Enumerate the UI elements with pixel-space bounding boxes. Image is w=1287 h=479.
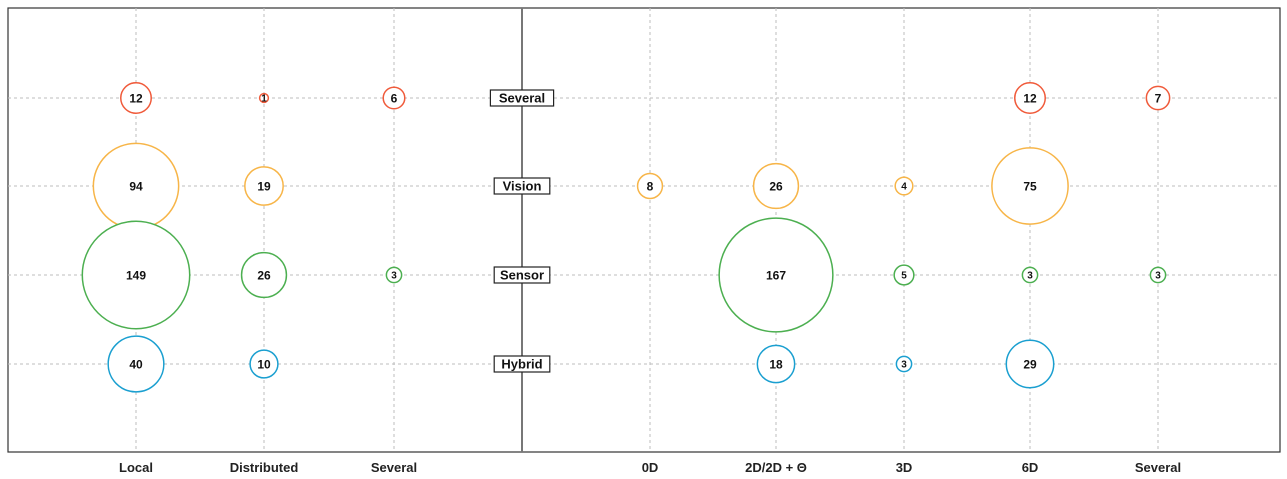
left-bubble-several-local: 12 <box>120 82 152 114</box>
row-label-box <box>489 89 555 107</box>
right-bubble-hybrid-6d: 29 <box>1005 339 1055 389</box>
left-bubble-several-distributed: 1 <box>258 92 270 105</box>
bubble-value-label: 149 <box>126 268 146 282</box>
bubble-circle <box>107 335 165 393</box>
bubble-circle <box>249 349 279 379</box>
bubble-circle <box>240 251 288 299</box>
bubble-circle <box>382 86 406 110</box>
bubble-value-label: 94 <box>129 179 143 193</box>
right-bubble-several-several: 7 <box>1145 85 1171 111</box>
right-bubble-sensor-3d: 5 <box>893 264 915 286</box>
bubble-value-label: 3 <box>901 360 907 371</box>
row-label-box <box>493 355 551 373</box>
bubble-value-label: 12 <box>129 91 143 105</box>
bubble-circle <box>244 166 284 206</box>
row-label-box <box>493 266 551 284</box>
bubble-circle <box>1005 339 1055 389</box>
bubble-value-label: 3 <box>1155 271 1161 282</box>
right-tick-label-3d: 3D <box>896 460 913 475</box>
bubble-circle <box>1014 82 1046 114</box>
row-label-box <box>493 177 551 195</box>
bubble-circle <box>752 162 800 210</box>
bubble-circle <box>894 176 914 196</box>
row-label-several: Several <box>489 89 555 107</box>
bubble-value-label: 26 <box>257 268 271 282</box>
bubble-value-label: 10 <box>257 357 271 371</box>
right-bubble-sensor-2d-2d: 167 <box>718 217 834 333</box>
bubble-value-label: 7 <box>1155 91 1162 105</box>
bubble-circle <box>895 355 913 373</box>
bubble-value-label: 1 <box>261 94 267 105</box>
bubble-circle <box>1145 85 1171 111</box>
bubble-circle <box>385 266 403 284</box>
left-bubble-vision-local: 94 <box>92 142 180 230</box>
bubble-value-label: 3 <box>391 271 397 282</box>
bubble-value-label: 75 <box>1023 179 1037 193</box>
bubble-circle <box>258 92 270 104</box>
bubble-circle <box>81 220 191 330</box>
bubble-value-label: 6 <box>391 91 398 105</box>
right-bubble-hybrid-2d-2d: 18 <box>756 344 796 384</box>
row-label-hybrid: Hybrid <box>493 355 551 373</box>
row-label-text: Several <box>499 91 545 106</box>
bubble-circle <box>120 82 152 114</box>
bubble-circle <box>718 217 834 333</box>
right-tick-label-6d: 6D <box>1022 460 1039 475</box>
bubble-value-label: 18 <box>769 357 783 371</box>
right-bubble-vision-3d: 4 <box>894 176 914 196</box>
bubble-value-label: 3 <box>1027 271 1033 282</box>
right-tick-label-several: Several <box>1135 460 1181 475</box>
right-tick-label-0d: 0D <box>642 460 659 475</box>
bubble-circle <box>893 264 915 286</box>
bubble-value-label: 4 <box>901 182 907 193</box>
left-bubble-several-several: 6 <box>382 86 406 110</box>
left-bubble-sensor-several: 3 <box>385 266 403 284</box>
right-tick-label-2d-2d: 2D/2D + Θ <box>745 460 807 475</box>
left-tick-label-local: Local <box>119 460 153 475</box>
right-bubble-sensor-several: 3 <box>1149 266 1167 284</box>
left-bubble-sensor-distributed: 26 <box>240 251 288 299</box>
left-tick-label-distributed: Distributed <box>230 460 299 475</box>
bubble-value-label: 8 <box>647 179 654 193</box>
bubble-value-label: 26 <box>769 179 783 193</box>
bubble-value-label: 167 <box>766 268 786 282</box>
bubble-value-label: 40 <box>129 357 143 371</box>
row-label-text: Hybrid <box>501 357 542 372</box>
right-bubble-vision-6d: 75 <box>991 147 1069 225</box>
row-label-sensor: Sensor <box>493 266 551 284</box>
bubble-value-label: 5 <box>901 271 907 282</box>
left-bubble-vision-distributed: 19 <box>244 166 284 206</box>
bubble-circle <box>991 147 1069 225</box>
right-bubble-several-6d: 12 <box>1014 82 1046 114</box>
row-label-text: Vision <box>503 179 542 194</box>
bubble-circle <box>636 172 664 200</box>
left-tick-label-several: Several <box>371 460 417 475</box>
bubble-circle <box>1149 266 1167 284</box>
bubble-value-label: 29 <box>1023 357 1037 371</box>
row-label-vision: Vision <box>493 177 551 195</box>
left-bubble-hybrid-local: 40 <box>107 335 165 393</box>
right-bubble-vision-2d-2d: 26 <box>752 162 800 210</box>
right-bubble-vision-0d: 8 <box>636 172 664 200</box>
right-bubble-hybrid-3d: 3 <box>895 355 913 373</box>
left-bubble-sensor-local: 149 <box>81 220 191 330</box>
bubble-value-label: 19 <box>257 179 271 193</box>
bubble-circle <box>1021 266 1039 284</box>
bubble-circle <box>756 344 796 384</box>
bubble-value-label: 12 <box>1023 91 1037 105</box>
row-labels: Several Vision Sensor Hybrid <box>489 89 555 373</box>
x-axis-labels: Local Distributed Several 0D 2D/2D + Θ 3D 6D Se… <box>119 460 1181 475</box>
plot-frame <box>7 7 1281 453</box>
right-bubble-sensor-6d: 3 <box>1021 266 1039 284</box>
row-label-text: Sensor <box>500 268 544 283</box>
left-bubble-hybrid-distributed: 10 <box>249 349 279 379</box>
